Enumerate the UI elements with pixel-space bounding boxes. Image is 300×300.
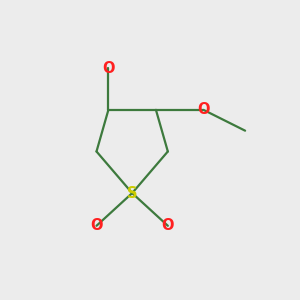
Text: O: O (197, 102, 210, 117)
Text: S: S (127, 186, 137, 201)
Text: O: O (102, 61, 115, 76)
Text: O: O (162, 218, 174, 233)
Text: O: O (90, 218, 103, 233)
